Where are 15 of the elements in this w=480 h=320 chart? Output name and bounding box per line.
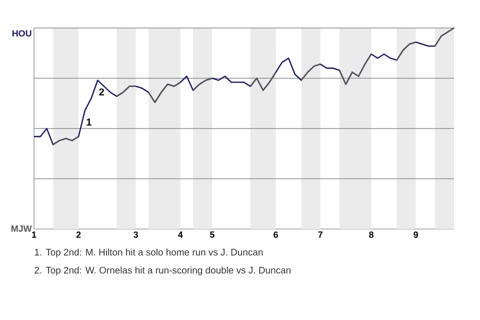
- x-tick-label: 9: [414, 232, 418, 238]
- annotation: 1: [86, 118, 92, 126]
- x-tick-label: 7: [318, 232, 322, 238]
- text: 2. Top 2nd: W. Ornelas hit a run-scoring double vs J. Duncan: [34, 266, 290, 276]
- text: 1. Top 2nd: M. Hilton hit a solo home run vs J. Duncan: [34, 248, 263, 258]
- x-tick-label: 1: [32, 232, 36, 238]
- text: HOU: [12, 30, 32, 37]
- x-tick-label: 5: [210, 232, 214, 238]
- x-tick-label: 2: [76, 232, 81, 238]
- x-tick-label: 3: [134, 232, 138, 238]
- x-tick-label: 8: [369, 232, 374, 238]
- text: MJW: [11, 226, 32, 232]
- x-tick-label: 4: [178, 232, 183, 238]
- x-tick-label: 6: [274, 232, 278, 238]
- annotation: 2: [99, 88, 104, 96]
